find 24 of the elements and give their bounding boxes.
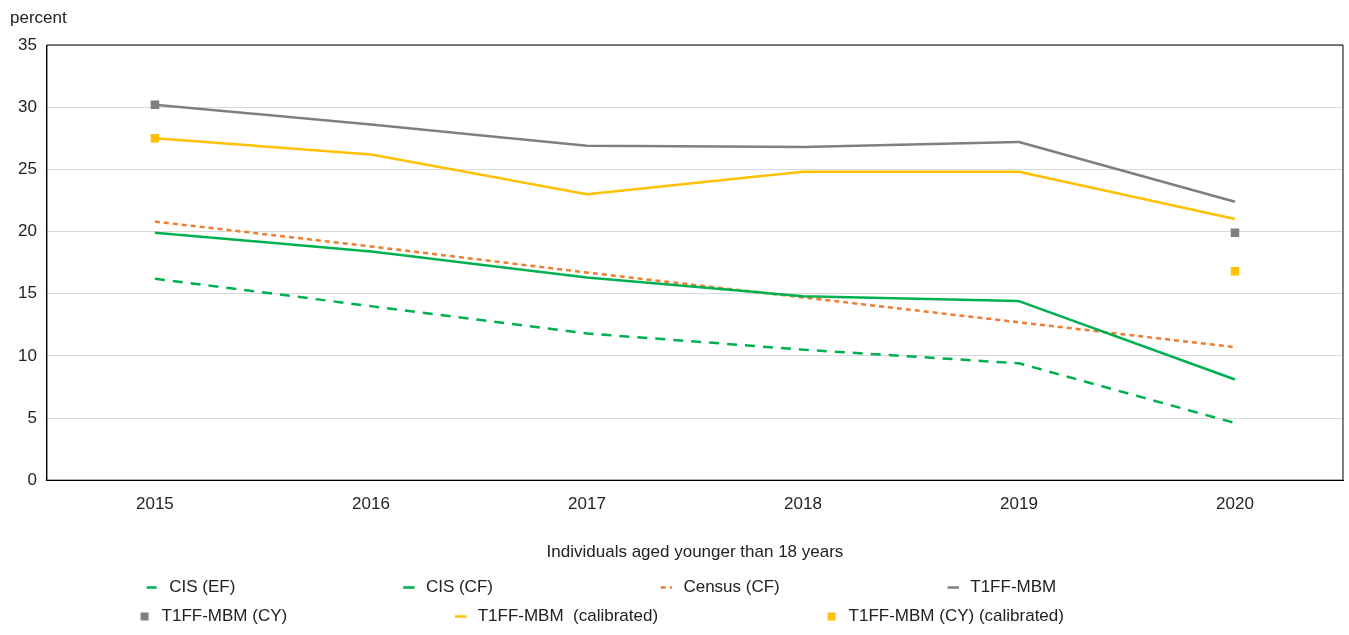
x-tick-label: 2015 [136,494,174,514]
x-tick-label: 2017 [568,494,606,514]
x-axis-title: Individuals aged younger than 18 years [546,542,844,562]
legend-label: Census (CF) [683,577,933,597]
y-tick-label: 25 [17,159,37,179]
legend-label: CIS (EF) [169,577,389,597]
y-tick-label: 5 [27,407,37,427]
legend-label: CIS (CF) [425,577,646,597]
y-tick-label: 10 [17,345,37,365]
point [1230,267,1240,276]
x-tick-label: 2020 [1216,494,1254,514]
y-tick-label: 30 [17,96,37,116]
legend-label: T1FF-MBM (CY) [161,606,441,626]
x-tick-label: 2016 [352,494,390,514]
y-tick-label: 0 [27,469,37,489]
y-tick-label: 15 [17,283,37,303]
x-tick-label: 2018 [784,494,822,514]
y-tick-label: 35 [17,34,37,54]
legend-label: T1FF-MBM (CY) (calibrated) [848,606,1217,626]
legend-label: T1FF-MBM [970,577,1210,597]
y-axis-title: percent [10,8,67,28]
legend-label: T1FF-MBM (calibrated) [477,606,812,626]
x-tick-label: 2019 [1000,494,1038,514]
y-tick-label: 20 [17,221,37,241]
